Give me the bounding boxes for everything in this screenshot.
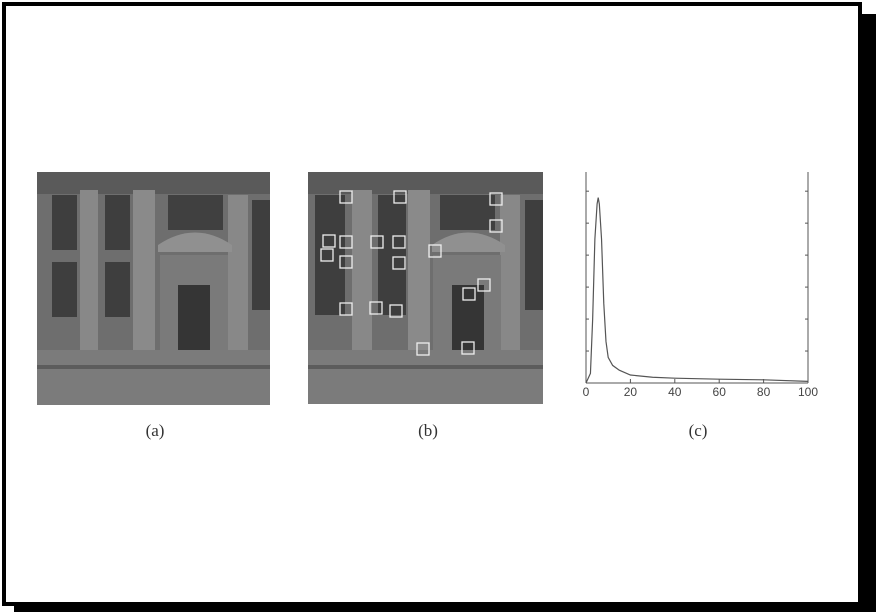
caption: (c)	[689, 421, 708, 440]
x-tick-label: 40	[668, 385, 682, 399]
x-tick-label: 60	[713, 385, 727, 399]
x-tick-label: 0	[583, 385, 590, 399]
x-tick-label: 20	[624, 385, 638, 399]
x-tick-label: 80	[757, 385, 771, 399]
x-tick-label: 100	[798, 385, 818, 399]
line	[585, 197, 809, 384]
caption: (a)	[146, 421, 165, 440]
caption: (b)	[418, 421, 438, 440]
image-b	[308, 172, 543, 404]
image-a	[37, 172, 270, 405]
chart: 0 20 40 60 80 100	[583, 172, 818, 399]
